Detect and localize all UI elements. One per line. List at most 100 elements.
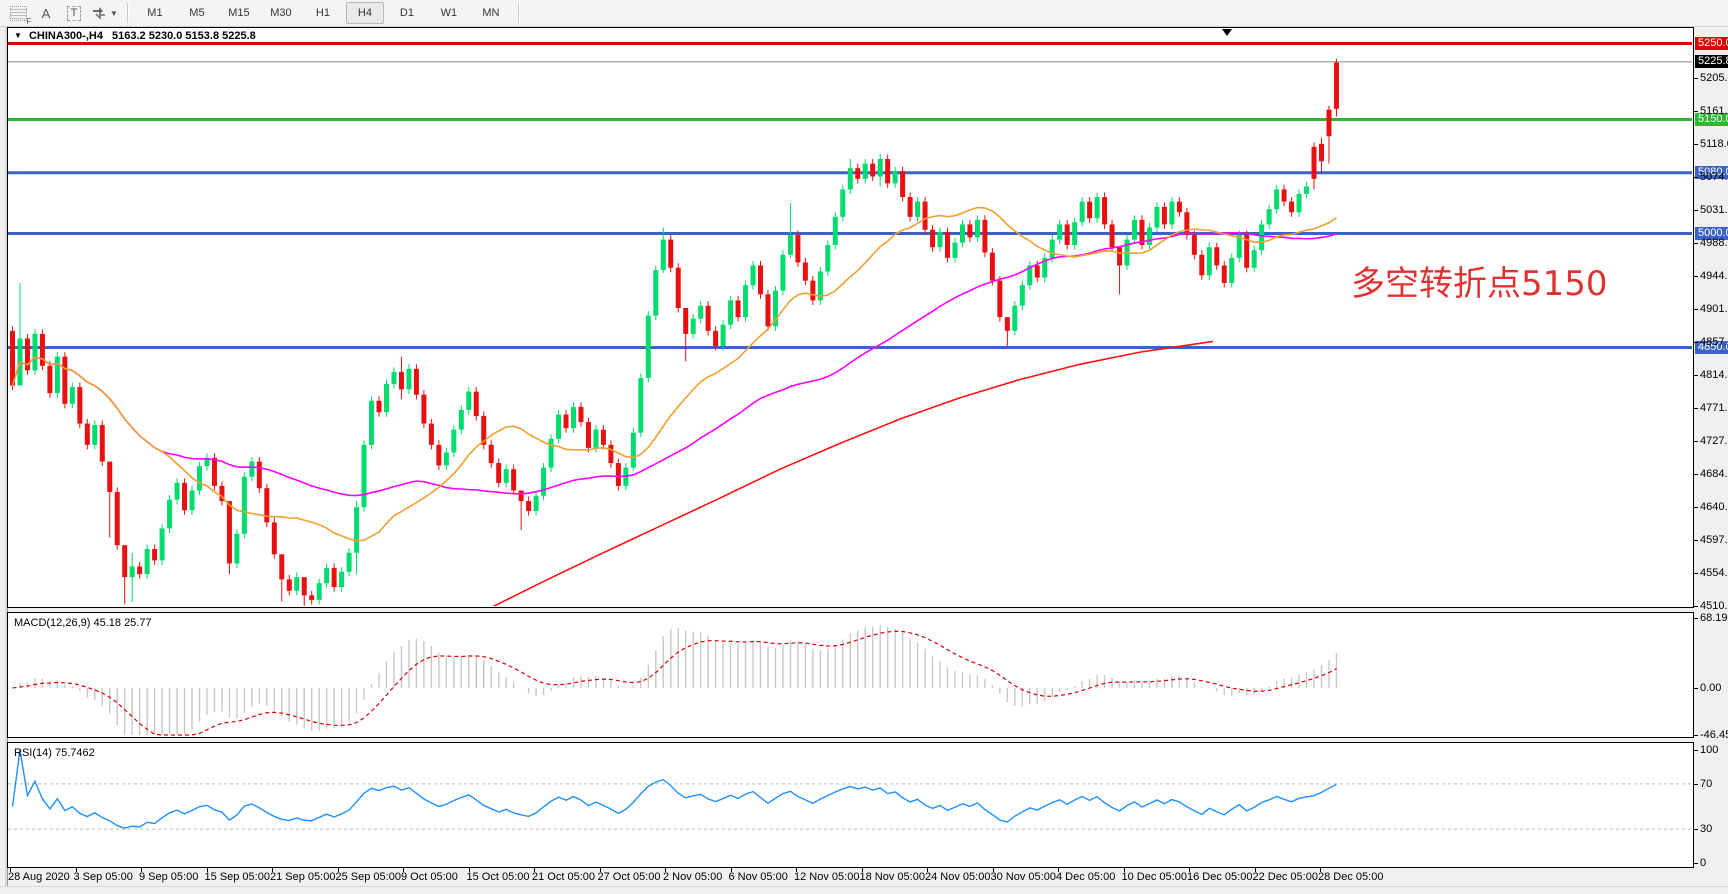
main-chart-canvas[interactable] <box>7 27 1694 608</box>
date-axis-tickmark <box>1254 868 1256 872</box>
rsi-axis-label: 100 <box>1700 744 1719 756</box>
date-axis-tickmark <box>927 868 928 872</box>
price-axis-tickmark <box>1694 308 1698 310</box>
date-axis-label: 12 Nov 05:00 <box>794 871 860 883</box>
date-axis-tickmark <box>1058 868 1059 872</box>
timeframe-button-M30[interactable]: M30 <box>270 7 292 19</box>
macd-axis-label: 68.19 <box>1700 611 1728 624</box>
rsi-axis-tickmark <box>1694 829 1698 831</box>
chart-menu-icon[interactable]: ▼ <box>14 31 22 40</box>
date-axis-label: 9 Oct 05:00 <box>401 871 458 883</box>
chart-annotation-text: 多空转折点5150 <box>1351 264 1608 304</box>
price-axis-label: 4988.0 <box>1700 236 1728 249</box>
macd-indicator-panel[interactable] <box>7 612 1694 738</box>
price-axis-label: 4771.0 <box>1700 401 1728 414</box>
price-axis-tickmark <box>1694 374 1698 376</box>
chevron-down-icon[interactable]: ▼ <box>110 8 118 18</box>
chart-symbol-label: CHINA300-,H4 <box>28 30 103 42</box>
rsi-indicator-panel[interactable] <box>7 742 1694 868</box>
date-axis-label: 10 Dec 05:00 <box>1121 871 1187 883</box>
text-label-tool-button[interactable]: A <box>34 2 58 24</box>
arrows-tool-button[interactable]: ▼ <box>90 2 119 24</box>
date-axis-label: 24 Nov 05:00 <box>925 871 991 883</box>
fibonacci-grid-tool-button[interactable]: F <box>6 2 32 26</box>
date-axis-label: 18 Nov 05:00 <box>859 871 925 883</box>
rsi-axis-tickmark <box>1694 750 1698 751</box>
date-axis-tickmark <box>403 868 404 872</box>
price-axis-label: 5205.0 <box>1700 71 1728 84</box>
arrows-icon <box>93 7 105 20</box>
price-tag-5000.0: 5000.0 <box>1695 226 1728 240</box>
date-axis-label: 2 Nov 05:00 <box>663 871 723 883</box>
date-axis-tickmark <box>75 868 77 872</box>
rsi-axis-label: 70 <box>1700 777 1713 790</box>
date-axis-tickmark <box>730 868 732 872</box>
date-axis-tickmark <box>861 868 863 872</box>
price-axis-tickmark <box>1694 473 1698 475</box>
macd-axis-tickmark <box>1694 617 1698 619</box>
rsi-axis-label: 30 <box>1700 823 1713 836</box>
price-axis-tickmark <box>1694 407 1698 409</box>
date-axis-label: 15 Oct 05:00 <box>466 871 530 883</box>
date-axis-label: 15 Sep 05:00 <box>204 871 270 883</box>
price-axis-tickmark <box>1694 539 1698 541</box>
date-axis-label: 28 Dec 05:00 <box>1318 871 1384 883</box>
price-axis-label: 4640.0 <box>1700 501 1728 514</box>
timeframe-button-M15[interactable]: M15 <box>228 7 250 19</box>
date-axis-label: 21 Sep 05:00 <box>270 871 336 883</box>
date-axis-tickmark <box>534 868 535 872</box>
date-axis-tickmark <box>1189 868 1190 872</box>
toolbar: F A T ▼ M1 M5 M15 M30 H1 H4 D1 W1 MN <box>0 0 1728 27</box>
date-axis-tickmark <box>337 868 339 872</box>
price-axis-label: 4554.0 <box>1700 566 1728 579</box>
price-axis-label: 4814.0 <box>1700 368 1728 381</box>
date-axis-label: 9 Sep 05:00 <box>139 871 199 883</box>
rsi-axis-tickmark <box>1694 863 1698 864</box>
timeframe-button-H4[interactable]: H4 <box>345 2 384 24</box>
fibonacci-grid-icon: F <box>9 5 32 26</box>
date-axis-tickmark <box>1320 868 1321 872</box>
timeframe-button-MN[interactable]: MN <box>482 7 500 19</box>
date-axis-tickmark <box>141 868 142 872</box>
toolbar-separator <box>517 3 519 23</box>
price-tag-5080.0: 5080.0 <box>1695 165 1728 179</box>
date-axis-tickmark <box>992 868 994 872</box>
price-axis-label: 5161.0 <box>1700 105 1728 118</box>
price-axis-tickmark <box>1694 77 1698 79</box>
timeframe-button-M5[interactable]: M5 <box>189 7 205 19</box>
price-tag-5250.0: 5250.0 <box>1695 36 1728 50</box>
timeframe-button-D1[interactable]: D1 <box>399 7 414 19</box>
price-tag-4850.0: 4850.0 <box>1695 340 1728 354</box>
macd-axis-label: 0.00 <box>1700 682 1722 694</box>
price-axis-tickmark <box>1694 572 1698 574</box>
price-axis-tickmark <box>1694 209 1698 211</box>
date-axis-label: 22 Dec 05:00 <box>1252 871 1318 883</box>
price-axis-label: 4727.0 <box>1700 435 1728 448</box>
chart-shift-marker-icon[interactable] <box>1222 29 1232 36</box>
text-box-tool-button[interactable]: T <box>62 2 86 24</box>
date-axis-label: 4 Dec 05:00 <box>1056 871 1116 883</box>
date-axis-label: 3 Sep 05:00 <box>73 871 133 883</box>
date-axis-label: 21 Oct 05:00 <box>532 871 595 883</box>
date-axis-tickmark <box>665 868 666 872</box>
price-axis-tickmark <box>1694 111 1698 113</box>
date-axis-label: 30 Nov 05:00 <box>990 871 1056 883</box>
timeframe-button-W1[interactable]: W1 <box>440 7 458 19</box>
date-axis-tickmark <box>206 868 208 872</box>
chart-ohlc-values: 5163.2 5230.0 5153.8 5225.8 <box>112 30 256 42</box>
date-axis-tickmark <box>1123 868 1125 872</box>
price-axis-label: 4901.0 <box>1700 302 1728 315</box>
price-axis-label: 5031.0 <box>1700 203 1728 216</box>
rsi-indicator-label: RSI(14) 75.7462 <box>14 747 95 759</box>
macd-axis-tickmark <box>1694 735 1698 736</box>
price-axis-tickmark <box>1694 276 1698 278</box>
price-axis-label: 4857.0 <box>1700 336 1728 349</box>
macd-axis-tickmark <box>1694 688 1698 689</box>
timeframe-button-H1[interactable]: H1 <box>315 7 330 19</box>
date-axis-label: 6 Nov 05:00 <box>728 871 788 883</box>
date-axis-tickmark <box>796 868 797 872</box>
timeframe-button-M1[interactable]: M1 <box>147 7 163 19</box>
price-axis-label: 5074.0 <box>1700 171 1728 184</box>
text-label-icon: A <box>41 5 51 21</box>
price-axis-tickmark <box>1694 342 1698 344</box>
